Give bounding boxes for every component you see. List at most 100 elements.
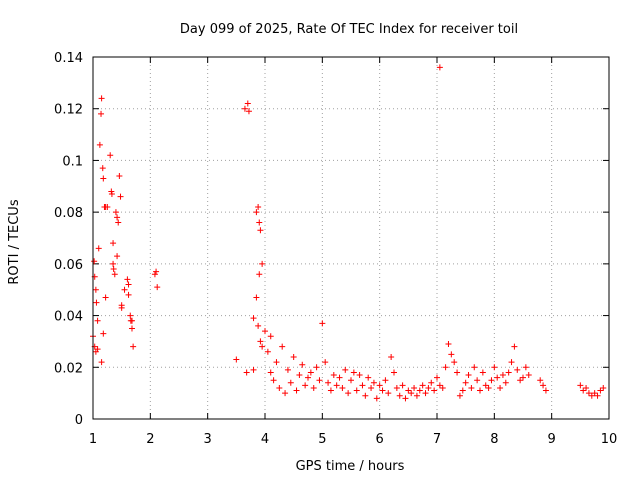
- data-point: [245, 108, 252, 115]
- data-point: [368, 384, 375, 391]
- data-point: [128, 317, 135, 324]
- data-point: [522, 364, 529, 371]
- data-point: [108, 191, 115, 198]
- data-point: [284, 366, 291, 373]
- data-point: [250, 315, 257, 322]
- data-point: [479, 369, 486, 376]
- data-point: [256, 219, 263, 226]
- x-axis-label: GPS time / hours: [296, 459, 405, 474]
- data-point: [577, 382, 584, 389]
- data-point: [485, 384, 492, 391]
- data-point: [439, 384, 446, 391]
- data-point: [488, 377, 495, 384]
- x-tick-label: 7: [433, 432, 441, 447]
- data-point: [100, 330, 107, 337]
- data-point: [316, 377, 323, 384]
- x-tick-label: 5: [318, 432, 326, 447]
- data-point: [93, 299, 100, 306]
- y-tick-label: 0.12: [54, 103, 83, 118]
- data-point: [253, 209, 260, 216]
- data-point: [425, 384, 432, 391]
- data-point: [290, 353, 297, 360]
- data-point: [451, 359, 458, 366]
- data-point: [540, 382, 547, 389]
- data-point: [319, 320, 326, 327]
- data-point: [287, 379, 294, 386]
- data-point: [362, 392, 369, 399]
- data-point: [497, 384, 504, 391]
- y-tick-label: 0.02: [54, 361, 83, 376]
- data-point: [477, 387, 483, 394]
- data-point: [591, 390, 598, 397]
- data-point: [422, 390, 429, 397]
- data-point: [154, 284, 161, 291]
- y-axis-label: ROTI / TECUs: [7, 199, 22, 284]
- data-point: [482, 382, 489, 389]
- data-point: [442, 364, 449, 371]
- data-point: [454, 369, 461, 376]
- data-point: [257, 338, 264, 345]
- data-point: [98, 110, 105, 117]
- data-point: [583, 384, 590, 391]
- x-tick-label: 10: [601, 432, 618, 447]
- data-point: [393, 384, 400, 391]
- data-point: [402, 395, 409, 402]
- data-point: [128, 325, 135, 332]
- data-point: [112, 209, 119, 216]
- data-point: [431, 387, 438, 394]
- data-point: [370, 379, 377, 386]
- y-tick-label: 0: [75, 413, 83, 428]
- data-point: [542, 387, 549, 394]
- data-point: [264, 348, 271, 355]
- y-tick-label: 0.14: [54, 51, 83, 66]
- data-point: [505, 369, 512, 376]
- data-point: [537, 377, 544, 384]
- data-point: [124, 276, 131, 283]
- data-point: [456, 392, 463, 399]
- data-point: [336, 374, 343, 381]
- data-point: [127, 312, 134, 319]
- data-point: [313, 364, 320, 371]
- data-point: [388, 353, 395, 360]
- data-point: [276, 384, 283, 391]
- data-point: [465, 372, 472, 379]
- data-point: [391, 369, 397, 376]
- data-point: [436, 64, 443, 71]
- y-tick-label: 0.06: [54, 258, 83, 273]
- x-tick-label: 1: [89, 432, 97, 447]
- data-point: [118, 304, 125, 311]
- data-point: [399, 382, 406, 389]
- data-point: [117, 193, 124, 200]
- x-tick-label: 9: [548, 432, 556, 447]
- data-point: [95, 245, 102, 252]
- data-point: [116, 172, 123, 179]
- data-point: [96, 141, 103, 148]
- data-point: [121, 286, 128, 293]
- data-point: [382, 377, 389, 384]
- data-point: [348, 377, 354, 384]
- data-point: [385, 390, 392, 397]
- data-point: [525, 372, 532, 379]
- data-point: [502, 379, 509, 386]
- chart-title: Day 099 of 2025, Rate Of TEC Index for r…: [180, 22, 518, 37]
- data-point: [594, 392, 601, 399]
- data-point: [310, 384, 317, 391]
- x-tick-label: 3: [204, 432, 212, 447]
- data-point: [94, 317, 101, 324]
- data-point: [520, 374, 526, 381]
- data-point: [491, 364, 498, 371]
- data-point: [153, 268, 160, 275]
- data-point: [273, 359, 280, 366]
- data-point: [448, 351, 455, 358]
- data-point: [333, 382, 340, 389]
- data-point: [325, 379, 332, 386]
- grid-layer: [93, 57, 609, 419]
- data-point: [125, 281, 132, 288]
- data-point: [416, 387, 423, 394]
- data-point: [102, 294, 109, 301]
- data-point: [255, 203, 262, 210]
- data-point: [115, 219, 122, 226]
- ticks-layer: 1 2 3 4 5 6 7 8 9 10 0 0.02 0.04 0.06 0.08 0.1 0.12 0.14: [54, 51, 617, 447]
- data-point: [125, 291, 132, 298]
